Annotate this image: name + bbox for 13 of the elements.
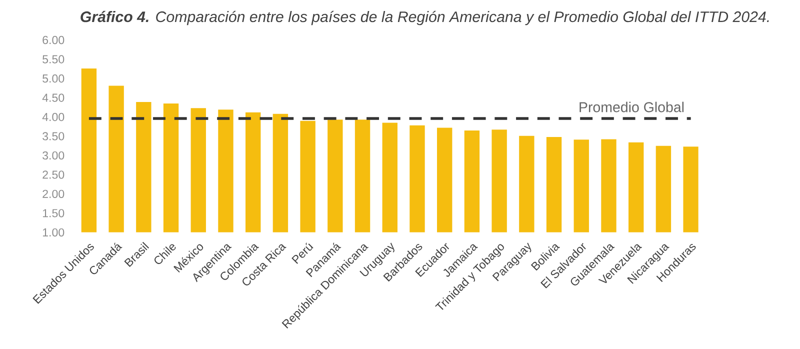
y-tick-label: 6.00 [42,36,64,44]
y-tick-label: 2.50 [42,170,64,179]
y-tick-label: 1.50 [42,209,64,218]
y-tick-label: 4.50 [42,94,64,102]
y-tick-label: 2.00 [42,190,64,198]
y-tick-label: 5.00 [42,74,64,83]
y-tick-label: 4.00 [42,112,64,122]
y-tick-label: 1.00 [42,228,64,237]
ref-line-label: Promedio Global [580,102,684,112]
chart-title: Gráfico 4. Comparación entre los países de la Región Americana y el Promedio Global del ITTD 2024. [80,10,769,26]
y-tick-label: 3.00 [42,151,64,160]
y-tick-label: 3.50 [42,132,64,140]
y-tick-label: 5.50 [42,55,64,64]
